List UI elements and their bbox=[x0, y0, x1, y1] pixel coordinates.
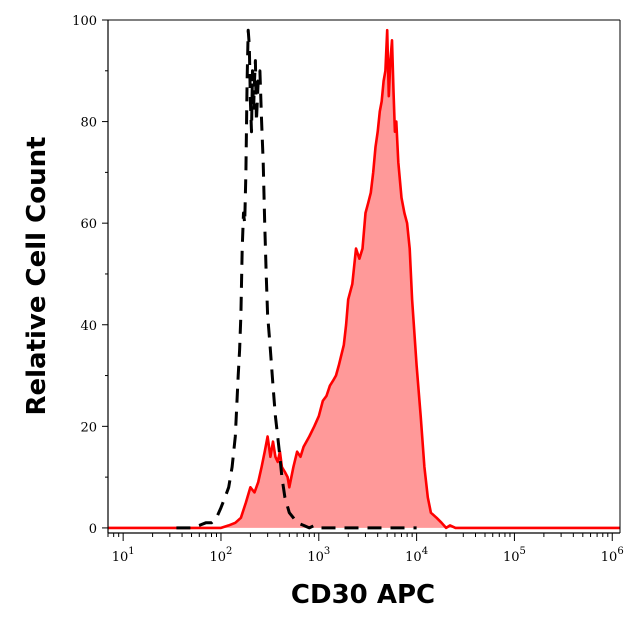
axes: 0 20 40 60 80 100 101 102 103 104 105 106 bbox=[72, 14, 624, 565]
filled-histogram-area bbox=[108, 30, 620, 528]
x-tick-label: 106 bbox=[601, 546, 624, 565]
x-tick-label: 104 bbox=[405, 546, 428, 565]
x-tick-label: 101 bbox=[112, 546, 135, 565]
x-axis-title: CD30 APC bbox=[291, 580, 435, 610]
filled-histogram-outline bbox=[108, 28, 620, 530]
x-tick-label: 103 bbox=[307, 546, 330, 565]
y-tick-label: 60 bbox=[80, 217, 97, 232]
y-axis-title: Relative Cell Count bbox=[22, 136, 52, 415]
control-histogram-dashed-line bbox=[176, 28, 417, 530]
x-tick-label: 102 bbox=[210, 546, 233, 565]
y-tick-label: 80 bbox=[80, 116, 97, 131]
y-tick-label: 0 bbox=[89, 522, 97, 537]
y-tick-label: 20 bbox=[80, 420, 97, 435]
y-tick-label: 100 bbox=[72, 14, 97, 29]
y-tick-label: 40 bbox=[80, 319, 97, 334]
x-tick-label: 105 bbox=[503, 546, 526, 565]
plot-area bbox=[108, 28, 620, 530]
